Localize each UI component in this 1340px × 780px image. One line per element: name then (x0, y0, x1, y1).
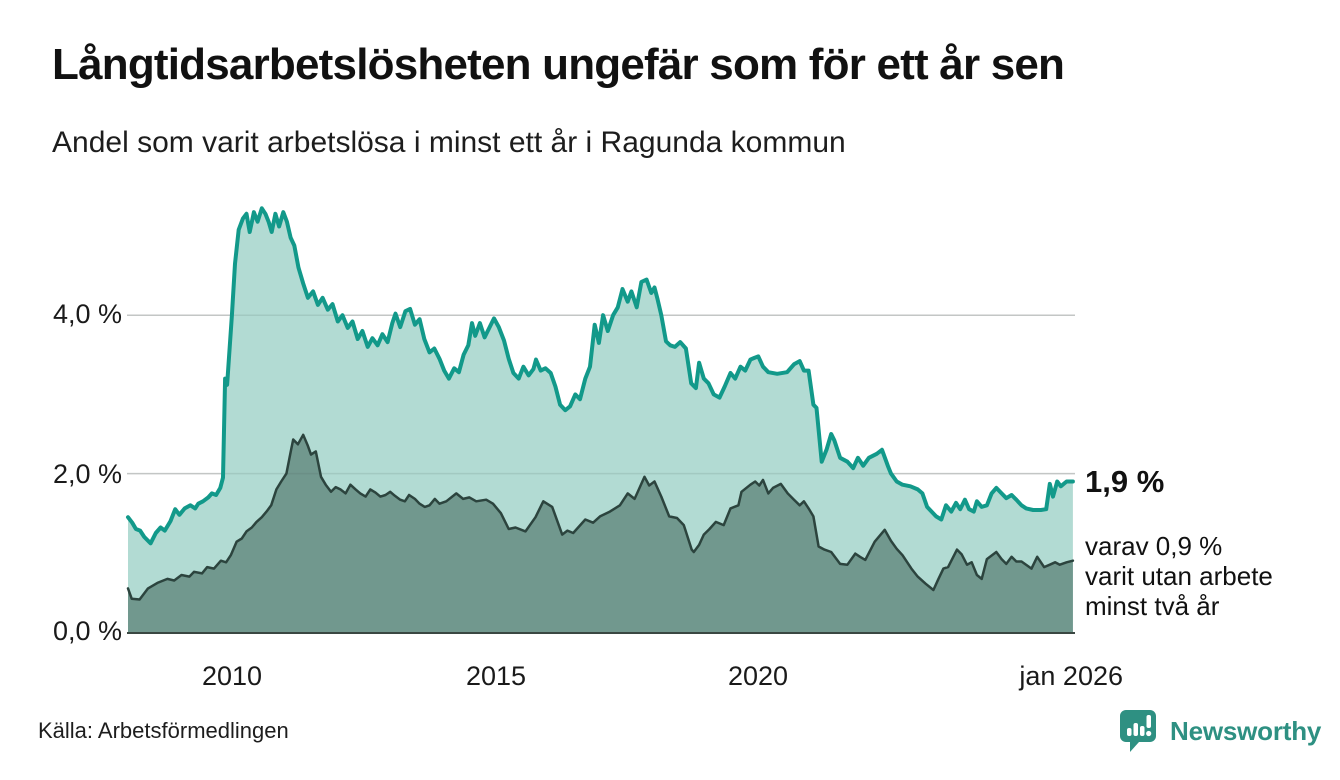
y-axis-tick-4: 4,0 % (52, 299, 122, 329)
y-axis-tick-0: 0,0 % (52, 616, 122, 646)
x-axis-tick-2015: 2015 (465, 661, 527, 691)
breakdown-line-3: minst två år (1085, 591, 1220, 621)
page-title: Långtidsarbetslösheten ungefär som för e… (52, 40, 1065, 89)
x-axis-tick-2010: 2010 (201, 661, 263, 691)
x-axis-tick-2020: 2020 (727, 661, 789, 691)
page-subtitle: Andel som varit arbetslösa i minst ett å… (52, 126, 846, 159)
source-note: Källa: Arbetsförmedlingen (38, 718, 289, 743)
newsworthy-logo-text: Newsworthy (1170, 715, 1322, 746)
x-axis-tick-jan-2026: jan 2026 (1019, 661, 1123, 691)
latest-value-label: 1,9 % (1085, 464, 1165, 499)
breakdown-line-2: varit utan arbete (1085, 561, 1273, 591)
y-axis-tick-2: 2,0 % (52, 459, 122, 489)
newsworthy-logo: Newsworthy (1118, 708, 1321, 754)
breakdown-line-1: varav 0,9 % (1085, 531, 1223, 561)
newsworthy-logo-icon (1120, 710, 1156, 752)
breakdown-annotation: varav 0,9 % varit utan arbete minst två … (1085, 531, 1273, 621)
